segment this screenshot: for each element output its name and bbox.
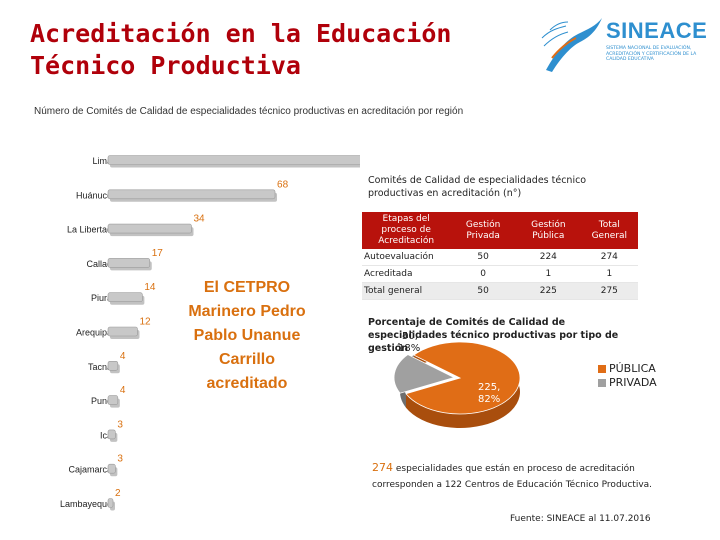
table-cell: 50 <box>450 282 516 300</box>
bar-value-label: 3 <box>117 419 123 430</box>
category-label: Ica <box>100 430 112 440</box>
bar-value-label: 14 <box>144 282 156 293</box>
bar <box>107 498 114 508</box>
bar <box>107 463 116 474</box>
table-row: Acreditada 0 1 1 <box>362 265 638 283</box>
management-pie-chart: 225, 82% 50,18% <box>393 331 521 428</box>
table-cell: 225 <box>516 282 581 300</box>
category-label: Lima <box>92 156 112 166</box>
legend-swatch <box>598 365 606 373</box>
bar <box>107 292 143 302</box>
category-label: Cajamarca <box>68 465 112 475</box>
pie-slice-label: 225, 82% <box>478 382 500 405</box>
bar <box>107 429 116 440</box>
bar <box>107 326 138 337</box>
pie-legend: PÚBLICA PRIVADA <box>598 362 657 390</box>
category-label: Arequipa <box>76 328 112 338</box>
bar <box>107 223 192 234</box>
table-cell: Total general <box>362 282 451 300</box>
table-title: Comités de Calidad de especialidades téc… <box>368 175 587 199</box>
bar <box>107 189 276 200</box>
bar-value-label: 34 <box>194 214 206 225</box>
pie-slice-label: 50, <box>402 331 418 342</box>
bar-value-label: 68 <box>277 179 289 190</box>
table-cell: Autoevaluación <box>362 249 451 266</box>
pie-chart-title: Porcentaje de Comités de Calidad de espe… <box>368 317 619 354</box>
cetpro-note: El CETPRO Marinero Pedro Pablo Unanue Ca… <box>188 279 306 392</box>
bar-value-label: 3 <box>117 454 123 465</box>
table-cell: 274 <box>580 249 638 266</box>
bar-value-label: 2 <box>115 488 121 499</box>
bar <box>107 395 119 405</box>
table-cell: 224 <box>516 249 581 266</box>
legend-item-publica: PÚBLICA <box>598 362 657 376</box>
pie-slice <box>393 354 456 394</box>
category-label: Puno <box>91 396 112 406</box>
table-header: Gestión Privada <box>450 212 516 249</box>
logo-subtitle: SISTEMA NACIONAL DE EVALUACIÓN, ACREDITA… <box>606 46 697 63</box>
bar-value-label: 12 <box>139 317 151 328</box>
sineace-logo: SINEACE SISTEMA NACIONAL DE EVALUACIÓN, … <box>538 12 708 82</box>
category-label: Lambayeque <box>60 499 112 509</box>
note-number: 274 <box>372 461 393 474</box>
hummingbird-logo-icon <box>541 18 602 72</box>
legend-swatch <box>598 379 606 387</box>
bar <box>107 155 360 165</box>
legend-label: PÚBLICA <box>609 362 656 375</box>
bar <box>107 258 151 268</box>
logo-wordmark: SINEACE <box>606 18 708 43</box>
table-header: Total General <box>580 212 638 249</box>
pie-slice-label: 18% <box>398 343 420 354</box>
note-text: especialidades que están en proceso de a… <box>372 464 653 490</box>
category-label: Piura <box>91 293 112 303</box>
table-cell: 1 <box>516 265 581 283</box>
table-cell: 1 <box>580 265 638 283</box>
source-note: Fuente: SINEACE al 11.07.2016 <box>510 514 651 524</box>
table-row-total: Total general 50 225 275 <box>362 282 638 300</box>
bar-value-label: 17 <box>152 248 164 259</box>
table-header: Etapas del proceso de Acreditación <box>362 212 451 249</box>
category-label: Huánuco <box>76 190 112 200</box>
committees-table: Etapas del proceso de Acreditación Gesti… <box>362 212 638 300</box>
legend-item-privada: PRIVADA <box>598 376 657 390</box>
page-title: Acreditación en la Educación Técnico Pro… <box>30 19 452 80</box>
pie-slice <box>405 341 521 415</box>
process-note: 274 especialidades que están en proceso … <box>372 460 662 493</box>
table-cell: Acreditada <box>362 265 451 283</box>
bar-value-label: 4 <box>120 351 126 362</box>
bar-value-label: 4 <box>120 385 126 396</box>
category-label: La Libertad <box>67 225 112 235</box>
table-header: Gestión Pública <box>516 212 581 249</box>
table-cell: 275 <box>580 282 638 300</box>
bar <box>107 361 119 371</box>
table-cell: 50 <box>450 249 516 266</box>
bar-chart-title: Número de Comités de Calidad de especial… <box>34 106 464 117</box>
category-label: Tacna <box>88 362 112 372</box>
region-bar-chart: Lima114Huánuco68La Libertad34Callao17Piu… <box>60 155 360 511</box>
table-cell: 0 <box>450 265 516 283</box>
table-row: Autoevaluación 50 224 274 <box>362 249 638 266</box>
legend-label: PRIVADA <box>609 376 657 389</box>
table-header-row: Etapas del proceso de Acreditación Gesti… <box>362 212 638 249</box>
category-label: Callao <box>86 259 112 269</box>
